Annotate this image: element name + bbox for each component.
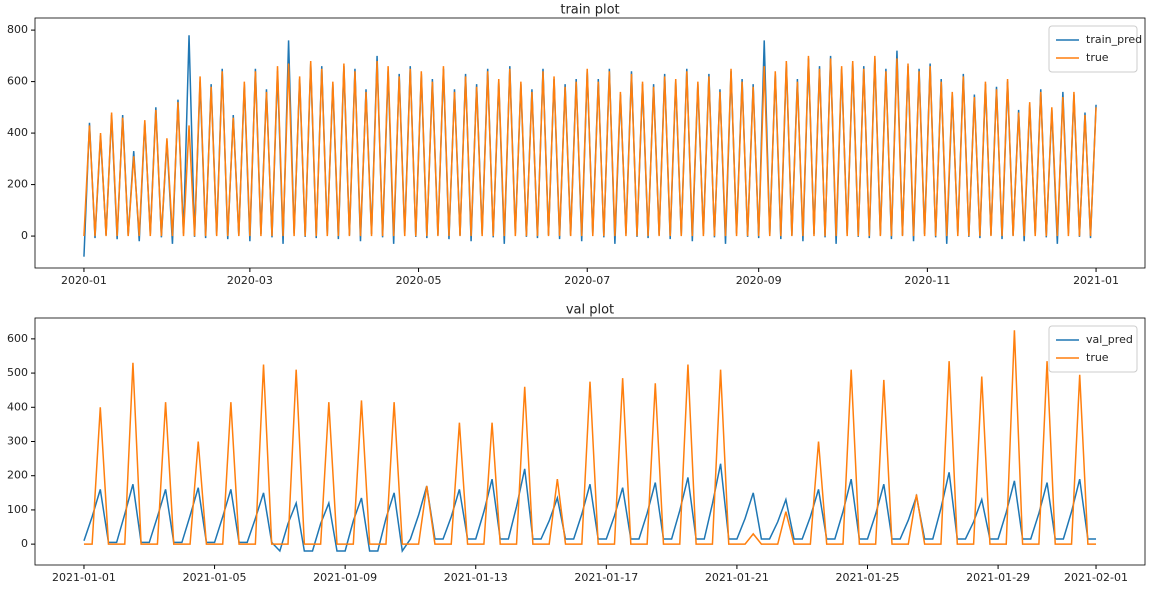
legend-label: true [1086, 351, 1109, 364]
chart-title: val plot [566, 303, 614, 318]
y-tick-label: 400 [7, 400, 28, 413]
x-tick-label: 2021-01 [1073, 274, 1119, 287]
subplot: val plot 0 100 200 300 400 500 600 2021-01-01 202… [7, 303, 1146, 584]
x-tick-label: 2021-02-01 [1064, 571, 1128, 584]
x-tick-label: 2021-01-25 [836, 571, 900, 584]
x-tick-label: 2020-03 [227, 274, 273, 287]
y-tick-label: 300 [7, 435, 28, 448]
y-tick-label: 400 [7, 126, 28, 139]
x-tick-label: 2021-01-01 [52, 571, 116, 584]
y-tick-label: 200 [7, 178, 28, 191]
y-tick-label: 200 [7, 469, 28, 482]
x-tick-label: 2020-09 [736, 274, 782, 287]
x-tick-label: 2021-01-29 [966, 571, 1030, 584]
series-line [83, 330, 1097, 545]
subplot: train plot 0 200 400 600 800 2020-01 2020-03 202… [7, 3, 1146, 287]
y-tick-label: 0 [21, 229, 28, 242]
axes-frame [34, 17, 1146, 269]
x-tick-label: 2020-11 [904, 274, 950, 287]
y-tick-label: 500 [7, 366, 28, 379]
x-tick-label: 2020-01 [61, 274, 107, 287]
series-line [83, 463, 1097, 553]
y-tick-label: 600 [7, 332, 28, 345]
legend-box [1048, 325, 1138, 373]
y-tick-label: 600 [7, 75, 28, 88]
axes-frame [34, 317, 1146, 566]
x-tick-label: 2021-01-09 [313, 571, 377, 584]
x-tick-label: 2020-05 [396, 274, 442, 287]
x-tick-label: 2021-01-21 [705, 571, 769, 584]
legend-label: val_pred [1086, 333, 1133, 346]
y-tick-label: 0 [21, 537, 28, 550]
y-tick-label: 100 [7, 503, 28, 516]
x-tick-label: 2021-01-17 [574, 571, 638, 584]
x-tick-label: 2020-07 [564, 274, 610, 287]
legend-label: true [1086, 51, 1109, 64]
x-tick-label: 2021-01-13 [444, 571, 508, 584]
x-tick-label: 2021-01-05 [183, 571, 247, 584]
chart-title: train plot [560, 3, 619, 18]
y-tick-label: 800 [7, 23, 28, 36]
legend-label: train_pred [1086, 33, 1142, 46]
series-line [83, 55, 1097, 237]
legend-box [1048, 25, 1138, 73]
